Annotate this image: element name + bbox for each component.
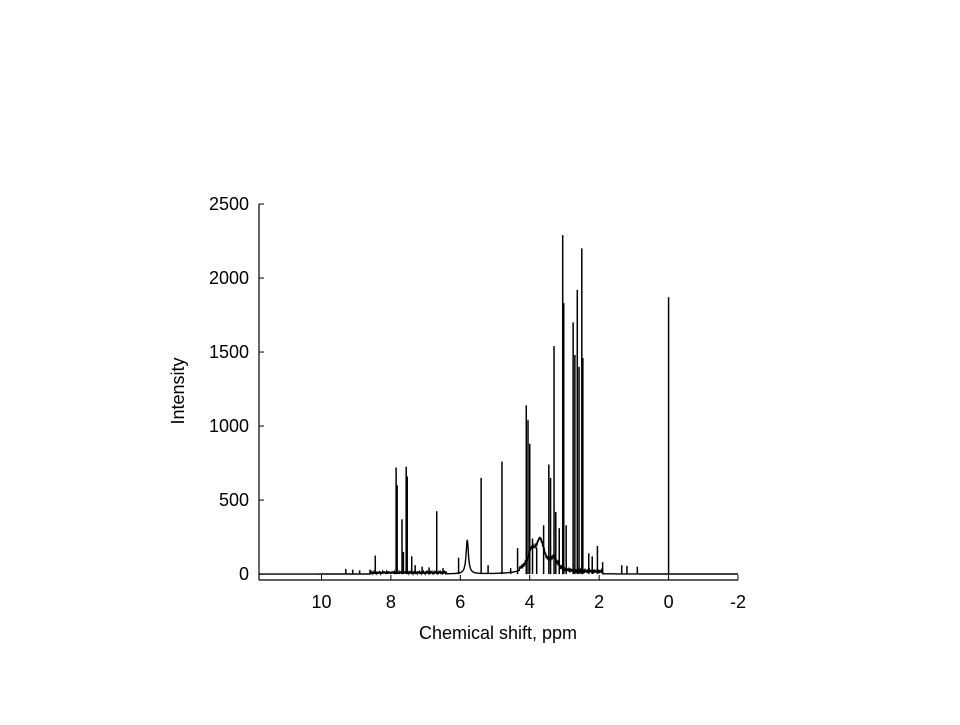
axes [258, 204, 738, 581]
y-tick-label: 500 [219, 490, 249, 510]
x-tick-label: 2 [594, 592, 604, 612]
x-tick-label: 8 [386, 592, 396, 612]
y-tick-label: 2500 [209, 194, 249, 214]
ticks: 0 500 1000 1500 2000 2500 10 8 6 4 2 0 -2 [209, 194, 746, 612]
x-tick-label: 10 [311, 592, 331, 612]
y-axis-title: Intensity [168, 357, 188, 424]
y-tick-label: 1000 [209, 416, 249, 436]
x-tick-label: -2 [730, 592, 746, 612]
x-tick-label: 0 [664, 592, 674, 612]
y-tick-label: 2000 [209, 268, 249, 288]
spectrum-baseline-trace [259, 536, 738, 577]
y-tick-label: 1500 [209, 342, 249, 362]
x-tick-label: 6 [455, 592, 465, 612]
y-tick-label: 0 [239, 564, 249, 584]
x-tick-label: 4 [525, 592, 535, 612]
x-axis-title: Chemical shift, ppm [419, 623, 577, 643]
spectrum [259, 235, 738, 577]
